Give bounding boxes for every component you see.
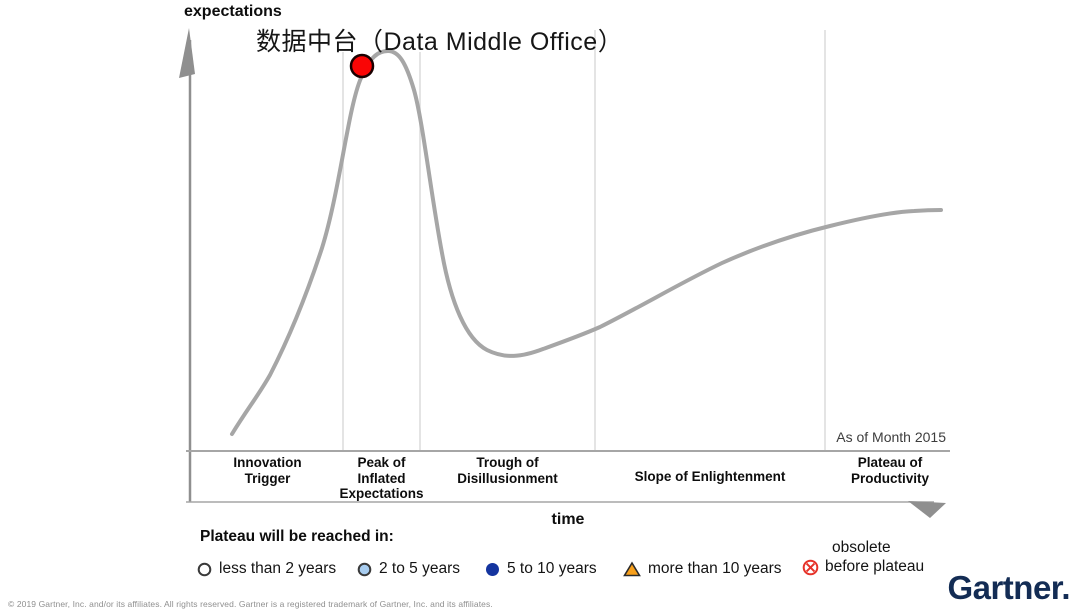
triangle-orange-icon bbox=[623, 561, 641, 577]
legend-label-obsolete: obsolete bbox=[832, 539, 891, 556]
y-axis-label: expectations bbox=[184, 3, 282, 20]
phase-trough-of-disillusionment: Trough of Disillusionment bbox=[457, 455, 558, 486]
y-axis-arrow-icon bbox=[179, 28, 195, 78]
legend-label-before-plateau: before plateau bbox=[825, 558, 925, 576]
legend-label: more than 10 years bbox=[648, 560, 782, 577]
legend-item-less-than-2-years: less than 2 years bbox=[197, 560, 336, 578]
phase-peak-of-inflated-expectations: Peak of Inflated Expectations bbox=[339, 455, 424, 502]
circle-light-blue-icon bbox=[357, 562, 372, 576]
phase-innovation-trigger: Innovation Trigger bbox=[233, 455, 302, 486]
circle-navy-icon bbox=[486, 562, 499, 576]
chart-title: 数据中台（Data Middle Office） bbox=[256, 28, 624, 56]
x-axis-label: time bbox=[551, 511, 585, 528]
copyright-text: © 2019 Gartner, Inc. and/or its affiliat… bbox=[8, 599, 493, 609]
legend-label: less than 2 years bbox=[219, 560, 337, 577]
phase-label-band: Innovation Trigger Peak of Inflated Expe… bbox=[192, 452, 955, 502]
crossed-circle-red-icon bbox=[802, 559, 819, 576]
phase-plateau-of-productivity: Plateau of Productivity bbox=[850, 455, 929, 486]
legend-item-obsolete-before-plateau: obsolete before plateau bbox=[802, 538, 924, 576]
legend-item-2-to-5-years: 2 to 5 years bbox=[357, 560, 460, 578]
legend-heading: Plateau will be reached in: bbox=[200, 528, 394, 545]
circle-white-outline-icon bbox=[197, 562, 212, 576]
legend-label: 5 to 10 years bbox=[507, 560, 597, 577]
x-axis-arrow-icon bbox=[908, 501, 946, 518]
legend-item-more-than-10-years: more than 10 years bbox=[623, 560, 782, 578]
legend-item-5-to-10-years: 5 to 10 years bbox=[485, 560, 597, 578]
hype-cycle-curve bbox=[230, 48, 943, 436]
data-point-marker bbox=[349, 53, 375, 79]
gartner-logo: Gartner. bbox=[947, 569, 1070, 606]
as-of-label: As of Month 2015 bbox=[836, 429, 946, 445]
phase-slope-of-enlightenment: Slope of Enlightenment bbox=[634, 469, 786, 485]
legend-label: 2 to 5 years bbox=[379, 560, 460, 577]
